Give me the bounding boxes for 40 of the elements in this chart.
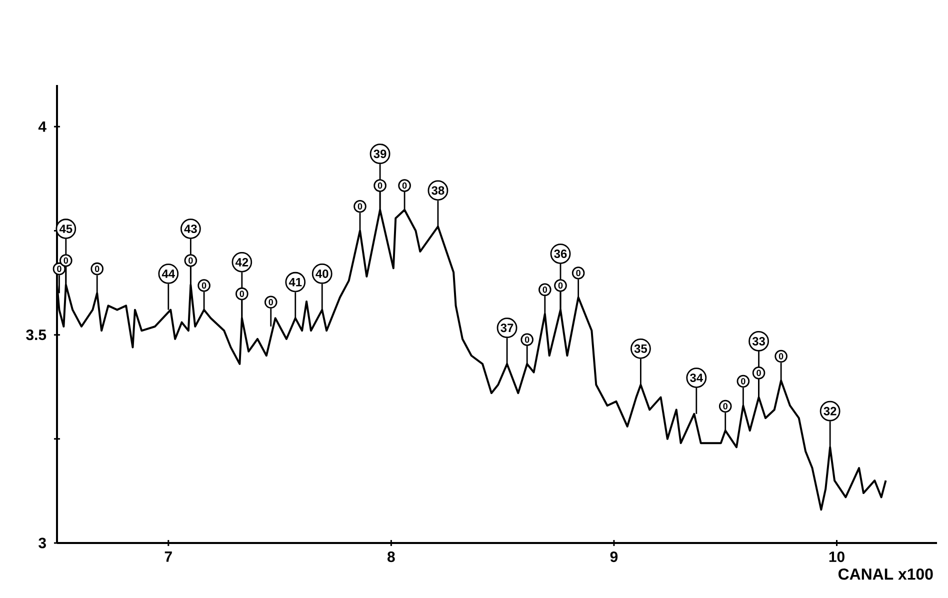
annotation: 42 [235, 258, 248, 266]
annotation: 40 [316, 269, 328, 278]
y-tick-label: 3.5 [26, 330, 46, 340]
annotation: 0 [378, 182, 382, 189]
annotation: 0 [524, 336, 530, 343]
annotation: 34 [690, 374, 703, 382]
annotation: 0 [756, 370, 761, 376]
annotation: 43 [184, 224, 197, 234]
annotation: 37 [500, 324, 514, 332]
annotation: 41 [288, 278, 302, 286]
annotation: 0 [188, 257, 193, 264]
annotation: 0 [268, 298, 274, 306]
annotation: 0 [576, 270, 580, 276]
annotation: 0 [778, 353, 784, 360]
x-tick-label: 7 [164, 552, 172, 562]
annotation: 0 [402, 182, 407, 189]
annotation: 0 [723, 403, 728, 410]
annotation: 0 [57, 266, 62, 272]
y-tick-label: 4 [38, 121, 46, 132]
x-axis-title: CANAL x100 [838, 568, 933, 580]
annotation: 38 [432, 186, 444, 195]
y-tick-label: 3 [38, 538, 46, 548]
annotation: 0 [542, 286, 548, 293]
annotation: 39 [374, 150, 386, 158]
annotation: 0 [358, 203, 362, 210]
annotation: 0 [202, 282, 206, 289]
annotation: 33 [752, 336, 765, 346]
annotation: 36 [554, 250, 567, 258]
x-tick-label: 9 [610, 551, 618, 562]
annotation: 0 [94, 266, 100, 272]
annotation: 45 [59, 224, 72, 234]
annotation: 0 [741, 378, 746, 384]
annotation: 0 [558, 282, 563, 289]
annotation: 35 [634, 344, 648, 353]
annotation: 44 [162, 270, 175, 278]
annotation: 0 [64, 257, 68, 264]
x-tick-label: 8 [387, 551, 395, 562]
x-tick-label: 10 [829, 551, 844, 562]
annotation: 32 [824, 406, 836, 416]
annotation: 0 [240, 290, 244, 298]
